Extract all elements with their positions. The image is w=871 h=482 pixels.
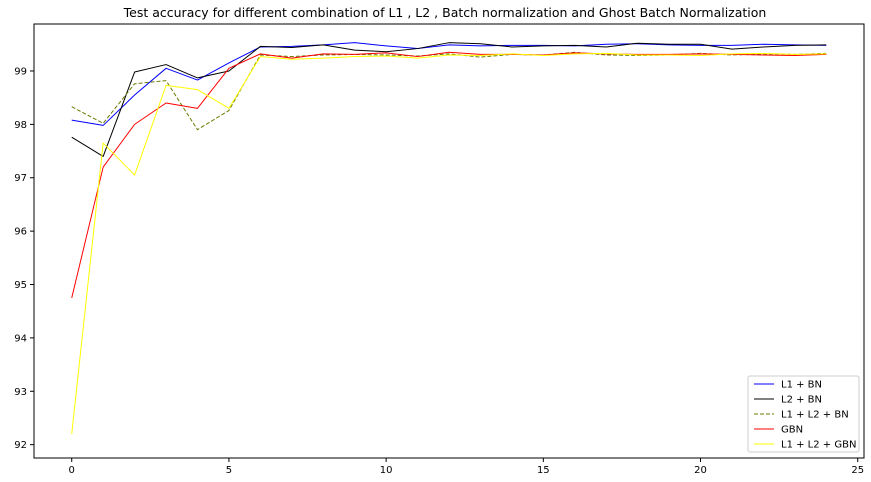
- x-tick-label: 5: [226, 465, 232, 476]
- y-axis: 92 93 94 95 96 97 98 99: [14, 66, 34, 451]
- y-tick-label: 93: [14, 387, 27, 398]
- axes-frame: [33, 23, 865, 459]
- series-line-4: [71, 51, 827, 298]
- y-tick-label: 97: [14, 173, 27, 184]
- series-line-2: [71, 42, 827, 157]
- legend-label: L1 + BN: [781, 380, 822, 391]
- legend: L1 + BN L2 + BN L1 + L2 + BN GBN L1 + L2 + G…: [747, 375, 860, 453]
- series-line-1: [71, 42, 827, 126]
- legend-box: [747, 375, 860, 453]
- x-tick-label: 20: [694, 465, 707, 476]
- series-line-3: [71, 51, 827, 131]
- x-tick-label: 0: [69, 465, 75, 476]
- y-tick-label: 98: [14, 120, 27, 131]
- chart-title: Test accuracy for different combination …: [123, 5, 767, 20]
- legend-label: GBN: [781, 425, 803, 436]
- y-tick-label: 92: [14, 440, 27, 451]
- legend-label: L1 + L2 + GBN: [781, 440, 856, 451]
- y-tick-label: 96: [14, 227, 27, 238]
- x-tick-label: 25: [851, 465, 864, 476]
- plot-area: [71, 42, 827, 435]
- y-tick-label: 94: [14, 333, 27, 344]
- y-tick-label: 99: [14, 66, 27, 77]
- legend-label: L1 + L2 + BN: [781, 410, 849, 421]
- x-axis: 0 5 10 15 20 25: [69, 458, 864, 476]
- series-line-5: [71, 52, 827, 435]
- x-tick-label: 10: [380, 465, 393, 476]
- legend-label: L2 + BN: [781, 395, 822, 406]
- x-tick-label: 15: [537, 465, 550, 476]
- y-tick-label: 95: [14, 280, 27, 291]
